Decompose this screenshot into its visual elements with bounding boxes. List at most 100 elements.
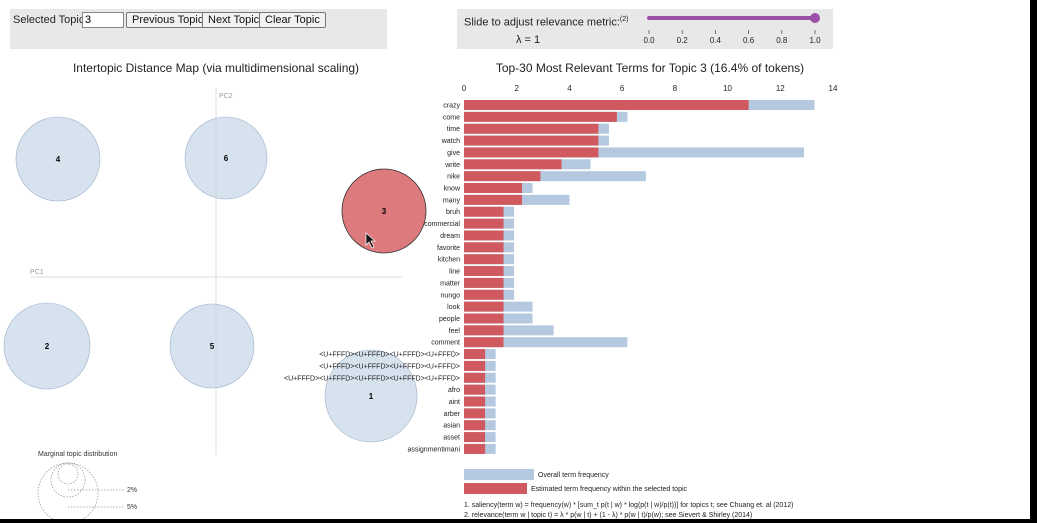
bar-estimated[interactable] (464, 242, 504, 253)
bar-estimated[interactable] (464, 289, 504, 300)
topic-label-3: 3 (382, 207, 387, 216)
x-tick-label: 6 (620, 84, 625, 93)
bar-estimated[interactable] (464, 171, 541, 182)
marginal-title: Marginal topic distribution (38, 451, 117, 458)
bar-estimated[interactable] (464, 159, 562, 170)
topic-label-5: 5 (210, 342, 215, 351)
relevant-terms-chart: 0 2 4 6 8 10 12 14 crazy come time watch give write n… (284, 84, 838, 454)
term-label[interactable]: assignmentimani (407, 446, 460, 453)
term-label[interactable]: people (439, 316, 460, 323)
term-label[interactable]: favorite (437, 245, 460, 252)
bar-estimated[interactable] (464, 360, 486, 371)
bar-estimated[interactable] (464, 254, 504, 265)
term-label[interactable]: look (447, 304, 460, 311)
topic-label-1: 1 (369, 392, 374, 401)
topic-circle-4[interactable] (15, 116, 101, 202)
term-label[interactable]: write (444, 162, 460, 169)
term-label[interactable]: matter (440, 280, 461, 287)
bar-estimated[interactable] (464, 230, 504, 241)
bar-estimated[interactable] (464, 277, 504, 288)
term-label[interactable]: time (447, 126, 460, 133)
bar-estimated[interactable] (464, 313, 504, 324)
selected-topic-label: Selected Topic: (13, 14, 88, 26)
term-label[interactable]: kitchen (438, 257, 460, 264)
bar-estimated[interactable] (464, 337, 504, 348)
topic-circle-3[interactable] (341, 168, 427, 254)
bar-estimated[interactable] (464, 408, 486, 419)
bar-estimated[interactable] (464, 432, 486, 443)
term-label[interactable]: crazy (443, 103, 460, 110)
bar-estimated[interactable] (464, 384, 486, 395)
term-label[interactable]: afro (448, 387, 460, 394)
bar-estimated[interactable] (464, 194, 522, 205)
pc2-label: PC2 (219, 93, 233, 100)
slider-label-text: Slide to adjust relevance metric: (464, 16, 620, 29)
bar-estimated[interactable] (464, 147, 599, 158)
bar-overall[interactable] (464, 337, 628, 348)
pc1-label: PC1 (30, 269, 44, 276)
bar-estimated[interactable] (464, 372, 486, 383)
term-label[interactable]: line (449, 269, 460, 276)
term-label[interactable]: give (447, 150, 460, 157)
bar-estimated[interactable] (464, 443, 486, 454)
bar-estimated[interactable] (464, 183, 522, 194)
bar-estimated[interactable] (464, 135, 599, 146)
topic-circle-6[interactable] (184, 116, 268, 200)
slider-tick-label: 0.2 (677, 36, 689, 45)
x-tick-label: 0 (462, 84, 467, 93)
term-label[interactable]: dream (440, 233, 460, 240)
chart-title: Top-30 Most Relevant Terms for Topic 3 (… (496, 61, 804, 75)
bar-estimated[interactable] (464, 396, 486, 407)
next-topic-button[interactable]: Next Topic (202, 12, 266, 28)
term-label[interactable]: nike (447, 174, 460, 181)
topic-circle-1[interactable] (324, 349, 418, 443)
topic-label-4: 4 (56, 155, 61, 164)
term-label[interactable]: comment (431, 340, 460, 347)
x-tick-label: 12 (776, 84, 785, 93)
marginal-circle-small (57, 463, 79, 485)
topic-circle-5[interactable] (169, 303, 255, 389)
bar-estimated[interactable] (464, 266, 504, 277)
map-title: Intertopic Distance Map (via multidimens… (73, 61, 359, 75)
bar-estimated[interactable] (464, 111, 617, 122)
topic-label-6: 6 (224, 154, 229, 163)
bar-estimated[interactable] (464, 420, 486, 431)
term-label[interactable]: nungo (441, 292, 461, 299)
slider-tick-label: 0.6 (743, 36, 755, 45)
bar-estimated[interactable] (464, 325, 504, 336)
bar-estimated[interactable] (464, 100, 749, 110)
term-label[interactable]: come (443, 114, 460, 121)
bar-estimated[interactable] (464, 218, 504, 229)
term-label[interactable]: feel (449, 328, 461, 335)
term-label[interactable]: know (444, 186, 461, 193)
slider-handle[interactable] (810, 13, 820, 23)
mouse-cursor-icon (365, 232, 376, 249)
term-label[interactable]: bruh (446, 209, 460, 216)
term-label[interactable]: arber (444, 411, 461, 418)
clear-topic-button[interactable]: Clear Topic (259, 12, 326, 28)
previous-topic-button[interactable]: Previous Topic (126, 12, 210, 28)
term-label[interactable]: <U+FFFD><U+FFFD><U+FFFD><U+FFFD> (319, 352, 460, 359)
selected-topic-input[interactable] (82, 12, 124, 28)
term-label[interactable]: <U+FFFD><U+FFFD><U+FFFD><U+FFFD><U+FFFD> (284, 375, 460, 382)
bar-overall[interactable] (464, 171, 646, 182)
marginal-distribution-legend: 2% 5% (37, 462, 137, 519)
relevance-slider[interactable]: 0.0 0.2 0.4 0.6 0.8 1.0 (637, 9, 827, 49)
bar-estimated[interactable] (464, 123, 599, 134)
term-label[interactable]: <U+FFFD><U+FFFD><U+FFFD><U+FFFD> (319, 363, 460, 370)
bar-estimated[interactable] (464, 206, 504, 217)
bar-estimated[interactable] (464, 349, 486, 360)
term-label[interactable]: watch (441, 138, 460, 145)
term-label[interactable]: commercial (424, 221, 460, 228)
term-label[interactable]: many (443, 197, 461, 204)
bar-estimated[interactable] (464, 301, 504, 312)
marginal-label-5pct: 5% (127, 504, 137, 511)
bar-overall[interactable] (464, 325, 554, 336)
topic-label-2: 2 (45, 342, 50, 351)
term-label[interactable]: aint (449, 399, 460, 406)
topic-circle-2[interactable] (3, 302, 91, 390)
bar-overall[interactable] (464, 147, 805, 158)
term-label[interactable]: asian (443, 423, 460, 430)
term-label[interactable]: asset (443, 435, 460, 442)
